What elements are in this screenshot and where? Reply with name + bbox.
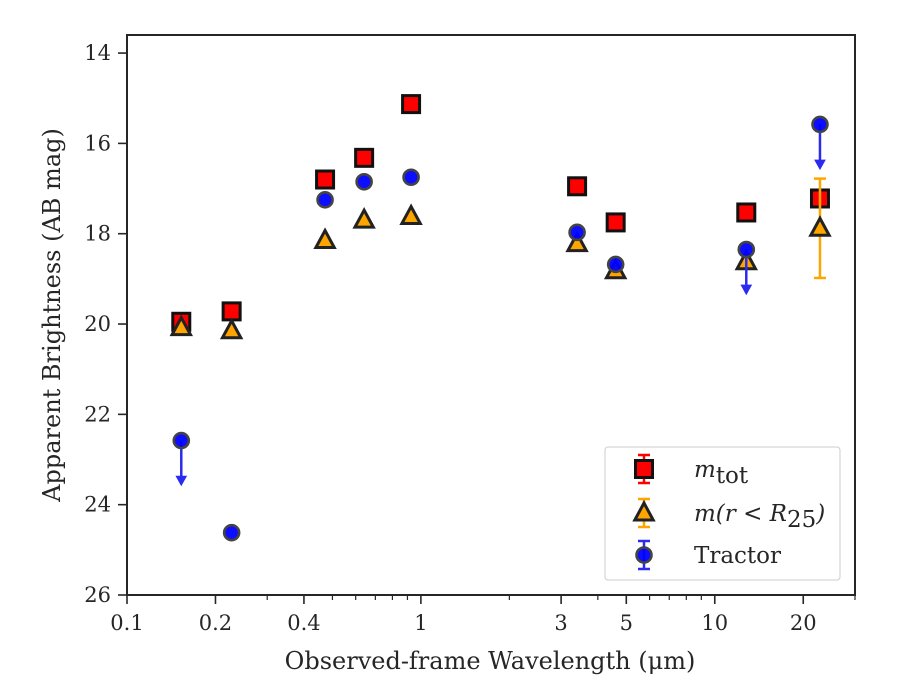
legend-label-base: Tractor [694,543,781,569]
point-square [354,147,375,168]
y-tick-label: 24 [84,493,111,517]
y-tick-label: 22 [84,402,111,426]
x-tick-label: 5 [620,611,633,635]
point-triangle [808,215,832,237]
point-triangle [565,230,589,253]
point-square [567,176,588,197]
data-points [169,94,832,542]
plot-frame [126,34,856,596]
legend-marker [634,459,654,479]
legend-marker [632,499,656,522]
point-square [736,202,757,223]
point-triangle [352,207,376,229]
point-square [221,301,242,322]
point-circle [811,115,829,134]
x-tick-label: 10 [701,611,728,635]
legend-label-subscript: 25 [787,507,816,533]
point-triangle [399,203,423,226]
y-tick-label: 20 [84,312,111,336]
point-triangle [169,314,193,337]
legend-box [604,446,841,581]
x-axis-label: Observed-frame Wavelength (μm) [285,647,696,675]
legend-entry-mr25: m(r < R25) [632,497,825,533]
axes: 0.1 0.2 0.4 1 3 5 10 20 14 16 18 20 22 24 26 [84,34,856,635]
legend-marker [635,546,653,564]
legend-label-tail: ) [815,501,825,527]
x-tick-label: 20 [790,611,817,635]
y-tick-label: 16 [84,131,111,155]
point-triangle [313,227,337,249]
point-circle [737,240,756,259]
point-circle [316,191,334,209]
legend-label: m(r < R25) [694,501,825,533]
point-square [605,212,626,233]
y-axis-label: Apparent Brightness (AB mag) [38,128,66,503]
legend-label-base: m [694,457,716,483]
point-circle [568,223,586,242]
x-tick-label: 0.4 [287,611,320,635]
upper-limit-arrowhead [740,284,753,296]
x-tick-label: 3 [554,611,567,635]
legend-label-subscript: tot [716,463,749,489]
point-circle [402,168,420,187]
legend-entry-tractor: Tractor [635,539,781,571]
upper-limit-arrowhead [175,475,188,487]
legend: mtot m(r < R25) Tractor [604,446,841,581]
y-tick-label: 26 [84,583,111,607]
x-tick-label: 1 [414,611,427,635]
series-mtot [171,94,830,332]
legend-label-base: m(r < R [694,501,787,527]
series-mr25 [169,177,832,340]
x-tick-label: 0.1 [110,611,143,635]
point-square [401,94,422,115]
point-circle [606,255,625,274]
upper-limit-arrowhead [814,159,826,171]
legend-entry-mtot: mtot [634,453,749,489]
series-tractor [172,115,829,542]
point-circle [222,523,241,542]
legend-label: mtot [694,457,749,489]
x-tick-label: 0.2 [199,611,232,635]
y-tick-label: 18 [84,222,111,246]
legend-label: Tractor [694,543,781,569]
point-triangle [219,317,244,340]
point-circle [355,172,373,191]
point-square [315,169,336,190]
y-tick-label: 14 [84,41,111,65]
point-circle [172,431,191,450]
